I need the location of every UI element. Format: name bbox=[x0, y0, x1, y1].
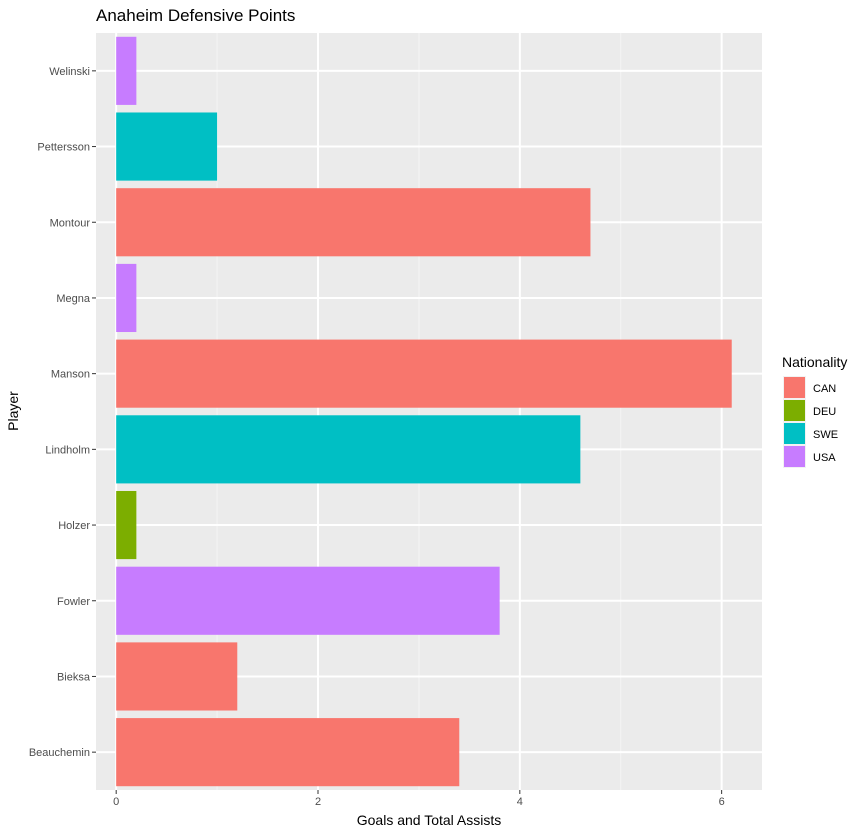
legend-label: DEU bbox=[813, 406, 836, 418]
y-tick-label: Manson bbox=[51, 369, 90, 381]
x-tick-label: 2 bbox=[315, 796, 321, 808]
x-axis: 0 2 4 6 bbox=[113, 790, 725, 808]
bar-lindholm bbox=[116, 415, 581, 484]
legend-swatch-usa bbox=[784, 446, 805, 467]
y-tick-label: Beauchemin bbox=[29, 747, 90, 759]
bar-montour bbox=[116, 188, 591, 257]
bar-manson bbox=[116, 339, 732, 408]
y-tick-label: Megna bbox=[56, 293, 91, 305]
y-tick-label: Welinski bbox=[49, 66, 90, 78]
bar-pettersson bbox=[116, 112, 218, 181]
legend: Nationality CAN DEU SWE USA bbox=[782, 354, 847, 468]
x-tick-label: 0 bbox=[113, 796, 119, 808]
bar-welinski bbox=[116, 36, 137, 105]
y-tick-label: Lindholm bbox=[45, 444, 90, 456]
bar-megna bbox=[116, 263, 137, 333]
y-axis-title: Player bbox=[5, 391, 21, 431]
legend-title: Nationality bbox=[782, 354, 847, 370]
y-tick-label: Fowler bbox=[57, 596, 90, 608]
bar-holzer bbox=[116, 490, 137, 560]
bar-fowler bbox=[116, 566, 500, 635]
x-tick-label: 6 bbox=[719, 796, 725, 808]
chart-title: Anaheim Defensive Points bbox=[96, 6, 295, 25]
x-axis-title: Goals and Total Assists bbox=[357, 812, 501, 828]
legend-swatch-swe bbox=[784, 423, 805, 444]
legend-swatch-deu bbox=[784, 400, 805, 421]
legend-label: CAN bbox=[813, 383, 836, 395]
legend-label: USA bbox=[813, 452, 836, 464]
y-tick-label: Holzer bbox=[58, 520, 90, 532]
bar-beauchemin bbox=[116, 718, 460, 787]
y-tick-label: Montour bbox=[50, 217, 91, 229]
legend-label: SWE bbox=[813, 429, 838, 441]
bar-bieksa bbox=[116, 642, 238, 711]
x-tick-label: 4 bbox=[517, 796, 523, 808]
legend-swatch-can bbox=[784, 377, 805, 398]
y-axis: Beauchemin Bieksa Fowler Holzer Lindholm Mans… bbox=[29, 66, 96, 759]
y-tick-label: Bieksa bbox=[57, 671, 91, 683]
bars bbox=[116, 36, 732, 787]
y-tick-label: Pettersson bbox=[37, 142, 90, 154]
